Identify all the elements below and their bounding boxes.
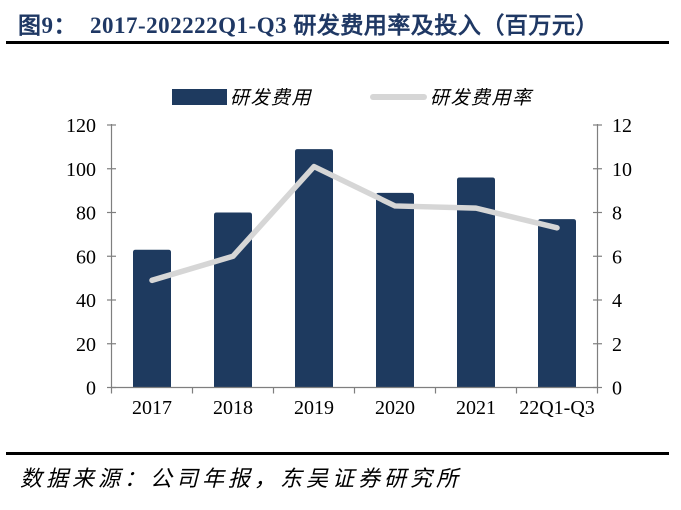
- svg-text:2018: 2018: [213, 397, 253, 419]
- svg-text:40: 40: [76, 290, 96, 312]
- legend-item-line-series: 研发费用率: [370, 83, 533, 110]
- chart-legend: 研发费用 研发费用率: [0, 83, 681, 110]
- bar-series-swatch-icon: [172, 88, 227, 105]
- legend-label-line-series: 研发费用率: [430, 88, 533, 109]
- svg-text:22Q1-Q3: 22Q1-Q3: [519, 397, 595, 419]
- svg-text:0: 0: [86, 378, 96, 400]
- svg-text:6: 6: [612, 246, 622, 268]
- svg-text:2017: 2017: [132, 397, 172, 419]
- figure-number: 图9：: [18, 13, 77, 38]
- footer-divider: [6, 452, 669, 455]
- svg-text:0: 0: [612, 378, 622, 400]
- title-divider: [6, 41, 669, 44]
- svg-text:80: 80: [76, 203, 96, 225]
- legend-label-bar-series: 研发费用: [230, 88, 313, 109]
- svg-text:120: 120: [66, 115, 96, 137]
- svg-text:2: 2: [612, 334, 622, 356]
- svg-text:2020: 2020: [375, 397, 415, 419]
- line-series-swatch-icon: [370, 93, 427, 100]
- svg-text:12: 12: [612, 115, 632, 137]
- svg-text:2019: 2019: [294, 397, 334, 419]
- svg-text:100: 100: [66, 159, 96, 181]
- figure-title-text: 2017-202222Q1-Q3 研发费用率及投入（百万元）: [90, 13, 599, 38]
- data-source-text: 数据来源：公司年报，东吴证券研究所: [20, 466, 463, 491]
- svg-text:8: 8: [612, 203, 622, 225]
- svg-text:20: 20: [76, 334, 96, 356]
- svg-text:2021: 2021: [456, 397, 496, 419]
- svg-text:60: 60: [76, 246, 96, 268]
- figure-title: 图9： 2017-202222Q1-Q3 研发费用率及投入（百万元）: [18, 6, 673, 40]
- svg-text:4: 4: [612, 290, 622, 312]
- legend-item-bar-series: 研发费用: [172, 83, 312, 110]
- svg-text:10: 10: [612, 159, 632, 181]
